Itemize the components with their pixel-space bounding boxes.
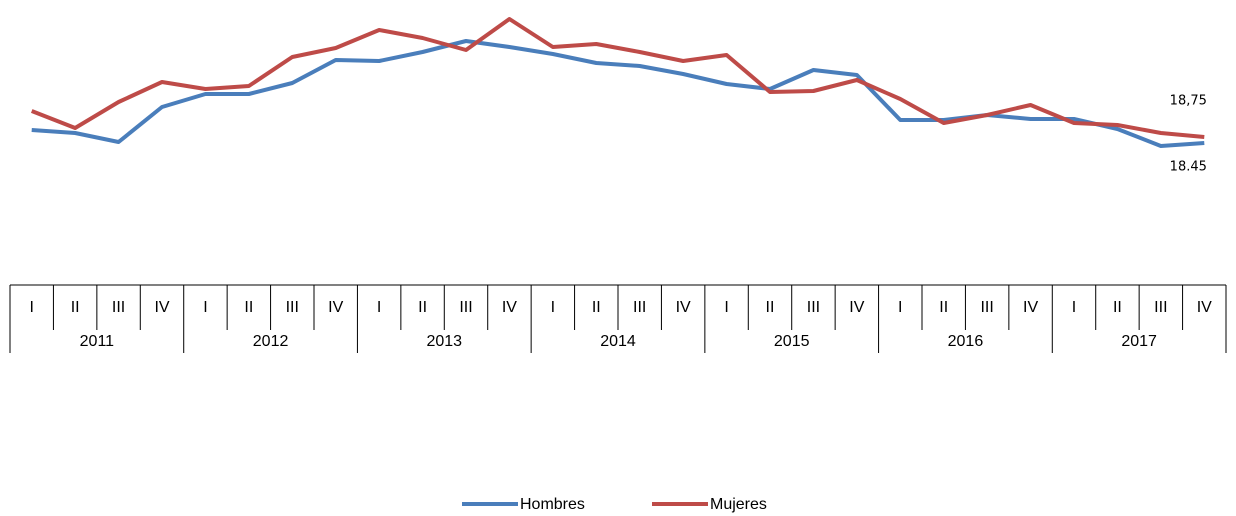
x-group-label: 2012 [253,333,289,350]
x-tick-label: II [418,299,427,316]
x-group-label: 2011 [80,333,115,350]
x-tick-label: II [1113,299,1122,316]
x-group-label: 2013 [426,333,462,350]
x-tick-label: I [898,299,902,316]
x-tick-label: IV [1023,299,1038,316]
data-label: 18,75 [1170,94,1207,109]
x-tick-label: II [592,299,601,316]
x-group-label: 2015 [774,333,810,350]
x-tick-label: III [286,299,299,316]
x-tick-label: IV [154,299,169,316]
x-tick-label: III [633,299,646,316]
x-group-label: 2017 [1121,333,1157,350]
x-tick-label: I [724,299,728,316]
legend-label: Mujeres [710,496,767,513]
x-tick-label: III [980,299,993,316]
x-tick-label: I [551,299,555,316]
x-tick-label: II [71,299,80,316]
x-group-label: 2016 [948,333,984,350]
x-tick-label: I [29,299,33,316]
x-tick-label: IV [849,299,864,316]
x-tick-label: IV [328,299,343,316]
x-tick-label: IV [502,299,517,316]
data-label: 18.45 [1170,160,1207,175]
series-line [30,17,1205,139]
x-tick-label: III [1154,299,1167,316]
x-tick-label: III [112,299,125,316]
x-tick-label: IV [676,299,691,316]
x-group-label: 2014 [600,333,636,350]
series-line [31,39,1205,148]
x-tick-label: III [459,299,472,316]
legend-label: Hombres [520,496,585,513]
x-tick-label: I [203,299,207,316]
x-tick-label: II [244,299,253,316]
x-tick-label: II [939,299,948,316]
x-tick-label: II [766,299,775,316]
x-tick-label: IV [1197,299,1212,316]
x-tick-label: III [807,299,820,316]
x-tick-label: I [377,299,381,316]
x-tick-label: I [1072,299,1076,316]
